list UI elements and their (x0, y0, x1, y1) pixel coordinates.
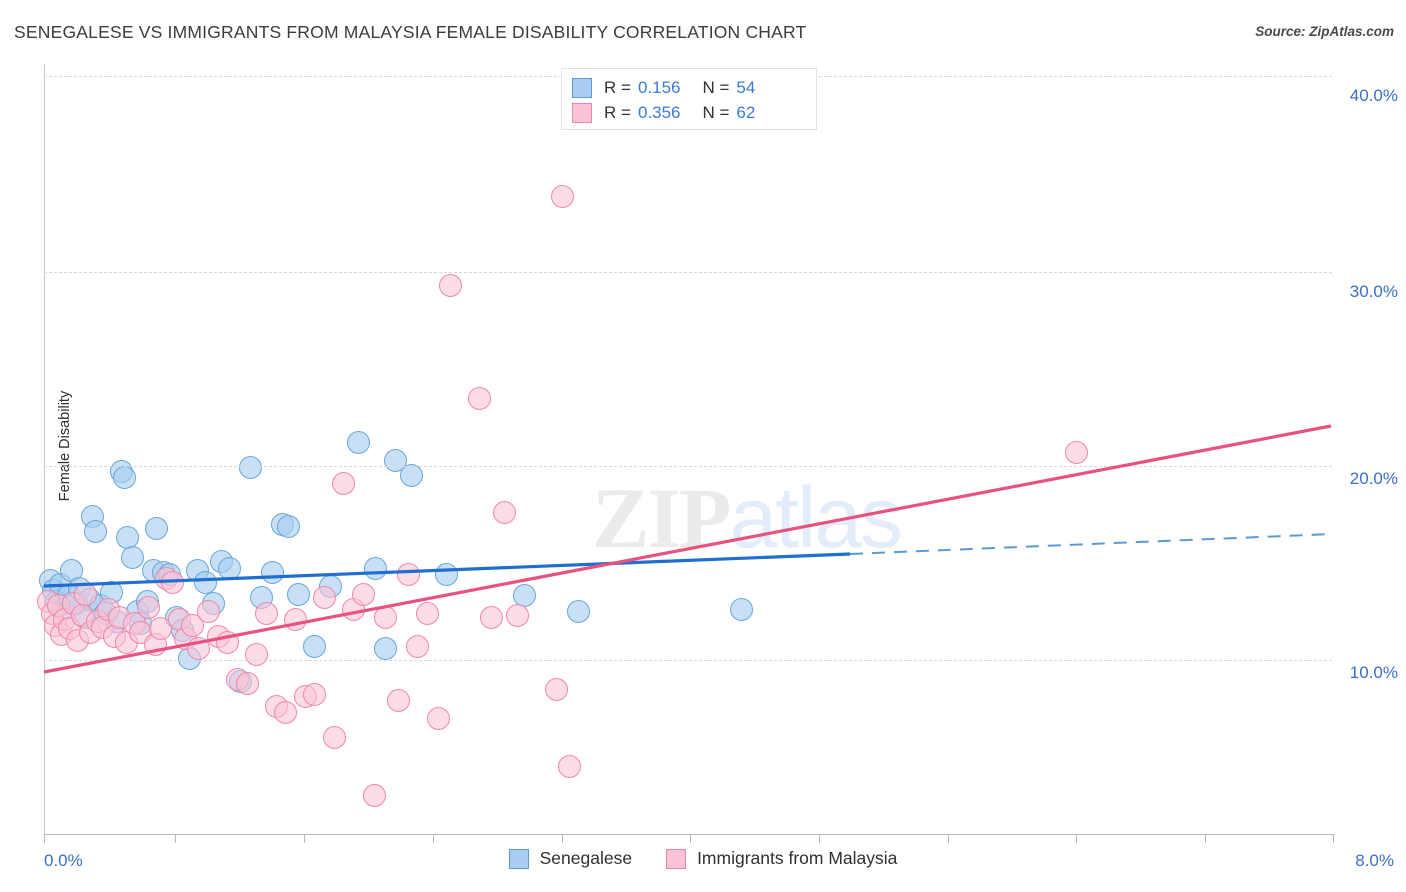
gridline-10 (44, 660, 1332, 661)
x-tick (304, 834, 305, 843)
scatter-point-immigrants-malaysia (506, 603, 530, 627)
scatter-point-immigrants-malaysia (283, 607, 307, 631)
y-tick-label-40: 40.0% (1349, 86, 1398, 105)
scatter-point-senegalese (399, 464, 423, 488)
x-tick (1076, 834, 1077, 843)
legend-n-label: N = (702, 102, 730, 122)
series-legend-item-immigrants-malaysia[interactable]: Immigrants from Malaysia (666, 848, 897, 869)
legend-swatch-senegalese (572, 77, 592, 98)
legend-n-value-senegalese: 54 (736, 77, 756, 97)
scatter-point-senegalese (374, 636, 398, 660)
y-tick-label-30: 30.0% (1349, 282, 1398, 301)
scatter-point-immigrants-malaysia (245, 642, 269, 666)
scatter-point-immigrants-malaysia (235, 671, 259, 695)
scatter-point-senegalese (84, 520, 108, 544)
scatter-point-immigrants-malaysia (74, 582, 98, 606)
scatter-point-senegalese (287, 582, 311, 606)
scatter-point-senegalese (217, 557, 241, 581)
gridline-20 (44, 466, 1332, 467)
scatter-point-immigrants-malaysia (480, 605, 504, 629)
scatter-point-immigrants-malaysia (557, 755, 581, 779)
scatter-point-senegalese (113, 466, 137, 490)
scatter-point-senegalese (346, 431, 370, 455)
series-swatch-senegalese (508, 848, 529, 869)
scatter-point-immigrants-malaysia (332, 471, 356, 495)
scatter-point-senegalese (567, 600, 591, 623)
scatter-point-immigrants-malaysia (386, 689, 410, 713)
scatter-point-senegalese (277, 514, 301, 538)
x-tick (44, 834, 45, 843)
legend-row-senegalese: R = 0.156 N = 54 (572, 75, 806, 100)
scatter-point-immigrants-malaysia (254, 601, 278, 625)
series-label-immigrants-malaysia: Immigrants from Malaysia (697, 848, 898, 868)
series-label-senegalese: Senegalese (539, 848, 633, 868)
x-tick (175, 834, 176, 843)
x-tick (433, 834, 434, 843)
scatter-point-immigrants-malaysia (322, 726, 346, 750)
scatter-point-senegalese (303, 634, 327, 658)
scatter-point-immigrants-malaysia (396, 563, 420, 587)
scatter-point-senegalese (238, 456, 262, 480)
x-tick (690, 834, 691, 843)
scatter-point-immigrants-malaysia (137, 596, 161, 620)
scatter-point-immigrants-malaysia (544, 677, 568, 701)
scatter-point-immigrants-malaysia (427, 706, 451, 730)
legend-n-value-immigrants-malaysia: 62 (736, 102, 756, 122)
x-tick (948, 834, 949, 843)
legend-swatch-immigrants-malaysia (572, 102, 592, 123)
plot-area: ZIPatlas (37, 64, 1332, 834)
scatter-point-senegalese (261, 561, 285, 585)
x-tick-label-max: 8.0% (1355, 851, 1394, 870)
y-tick-label-20: 20.0% (1349, 469, 1398, 488)
scatter-point-immigrants-malaysia (216, 631, 240, 655)
scatter-point-immigrants-malaysia (161, 570, 185, 594)
scatter-point-immigrants-malaysia (374, 605, 398, 629)
legend-r-label: R = (604, 102, 631, 122)
scatter-point-immigrants-malaysia (415, 601, 439, 625)
scatter-point-immigrants-malaysia (274, 700, 298, 724)
scatter-point-senegalese (145, 516, 169, 540)
scatter-point-senegalese (730, 598, 754, 622)
legend-row-immigrants-malaysia: R = 0.356 N = 62 (572, 100, 806, 125)
series-swatch-immigrants-malaysia (666, 848, 687, 869)
page-title: SENEGALESE VS IMMIGRANTS FROM MALAYSIA F… (14, 22, 807, 42)
scatter-point-immigrants-malaysia (362, 784, 386, 808)
scatter-point-immigrants-malaysia (438, 274, 462, 298)
x-tick-label-min: 0.0% (44, 851, 83, 870)
scatter-point-senegalese (364, 557, 388, 581)
scatter-point-immigrants-malaysia (351, 582, 375, 606)
legend-r-value-immigrants-malaysia: 0.356 (637, 102, 681, 122)
series-legend: Senegalese Immigrants from Malaysia (0, 848, 1406, 869)
scatter-point-immigrants-malaysia (551, 184, 575, 208)
scatter-point-immigrants-malaysia (303, 683, 327, 707)
watermark-atlas: atlas (729, 470, 903, 566)
series-legend-item-senegalese[interactable]: Senegalese (508, 848, 633, 869)
scatter-point-immigrants-malaysia (493, 501, 517, 525)
legend-n-label: N = (702, 77, 730, 97)
scatter-point-immigrants-malaysia (1065, 440, 1089, 464)
scatter-point-immigrants-malaysia (312, 586, 336, 610)
x-tick (1205, 834, 1206, 843)
legend-r-value-senegalese: 0.156 (637, 77, 681, 97)
scatter-point-senegalese (193, 570, 217, 594)
correlation-legend: R = 0.156 N = 54 R = 0.356 N = 62 (561, 68, 817, 130)
source-label: Source: ZipAtlas.com (1255, 24, 1394, 39)
y-tick-label-10: 10.0% (1349, 663, 1398, 682)
watermark: ZIPatlas (592, 468, 903, 568)
x-tick (562, 834, 563, 843)
scatter-point-senegalese (121, 545, 145, 569)
x-tick (1333, 834, 1334, 843)
scatter-point-immigrants-malaysia (467, 386, 491, 410)
scatter-point-immigrants-malaysia (196, 600, 220, 623)
scatter-point-immigrants-malaysia (406, 634, 430, 658)
x-tick (819, 834, 820, 843)
x-axis-line (44, 834, 1334, 835)
scatter-point-senegalese (435, 563, 459, 587)
watermark-zip: ZIP (592, 470, 731, 566)
legend-r-label: R = (604, 77, 631, 97)
gridline-30 (44, 272, 1332, 273)
